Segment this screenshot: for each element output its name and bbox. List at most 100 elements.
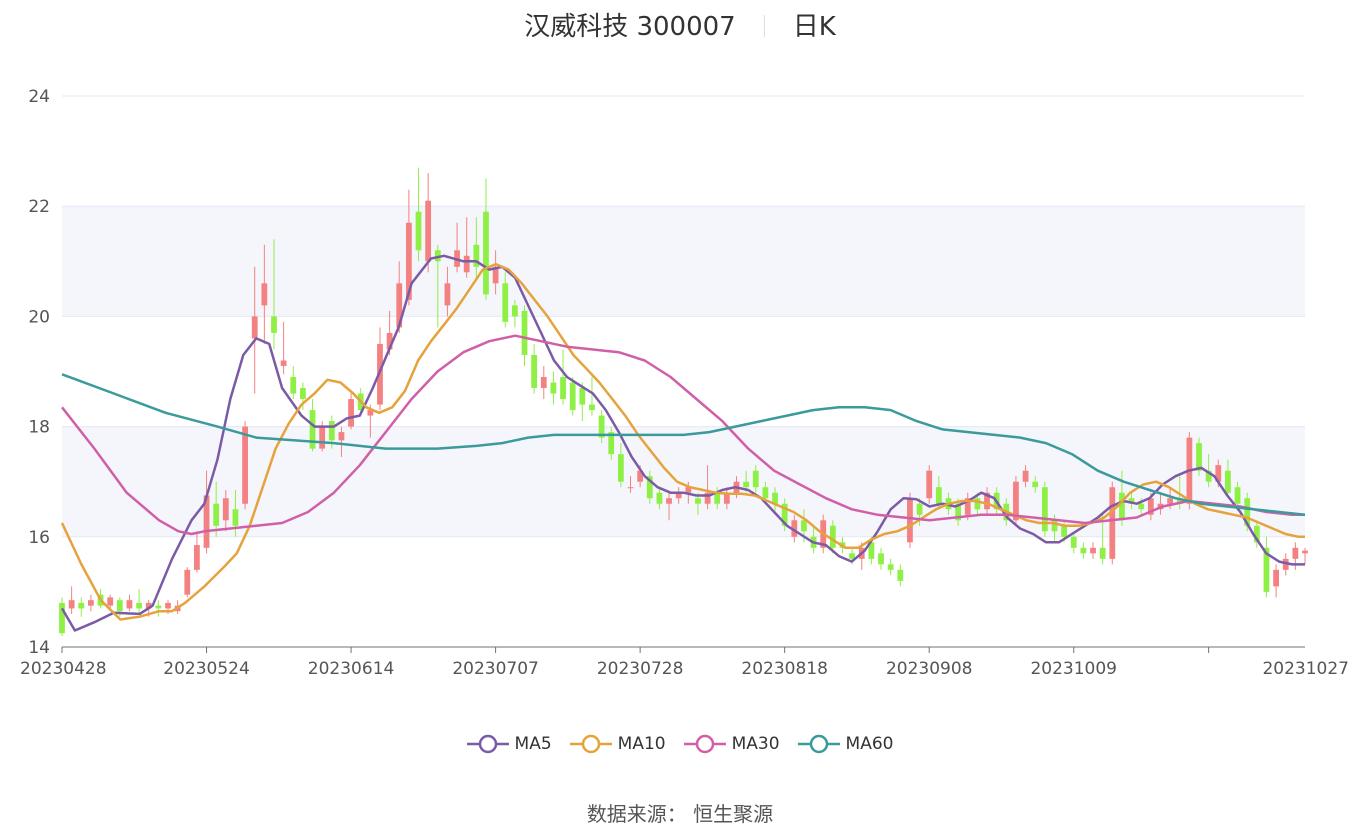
legend-marker-icon (466, 734, 509, 754)
candle (68, 586, 75, 614)
candle-body (685, 487, 692, 493)
candle (560, 349, 566, 405)
legend-label: MA30 (731, 734, 780, 754)
candle-body (184, 569, 191, 595)
candle-body (1090, 547, 1096, 554)
candle (521, 305, 528, 366)
candle-body (579, 388, 586, 405)
candle (242, 421, 248, 510)
candle (897, 564, 904, 587)
candle-body (463, 255, 470, 273)
candle-body (511, 305, 518, 317)
legend-item-ma60[interactable]: MA60 (797, 734, 893, 754)
legend-item-ma30[interactable]: MA30 (683, 734, 780, 754)
candle (502, 272, 509, 328)
candle (887, 558, 894, 576)
candle-body (829, 525, 836, 548)
candle-body (88, 600, 94, 606)
candle-body (598, 415, 605, 438)
candle-body (1041, 487, 1048, 532)
legend-marker-icon (569, 734, 612, 754)
chart-title: 汉威科技 300007 (524, 12, 736, 42)
candle (483, 178, 489, 300)
candle-body (78, 602, 85, 609)
candle-body (107, 597, 114, 606)
candle (608, 426, 615, 460)
candle-body (1147, 498, 1154, 515)
candle (425, 173, 432, 273)
candle-body (897, 569, 904, 581)
candle-body (550, 382, 557, 394)
candle (251, 266, 258, 394)
candle-body (878, 553, 884, 565)
candle (772, 487, 778, 515)
candle (1080, 542, 1087, 559)
candle-body (1263, 547, 1270, 592)
candle-body (752, 470, 759, 488)
candle (1205, 454, 1212, 488)
candle-body (1099, 547, 1106, 559)
candle-body (145, 602, 152, 609)
candle (222, 489, 229, 532)
candle (907, 492, 913, 548)
candle-body (849, 553, 856, 559)
candle-body (627, 487, 634, 489)
candle (184, 567, 191, 598)
legend-item-ma5[interactable]: MA5 (466, 734, 552, 754)
candle-body (155, 605, 162, 609)
candle (280, 321, 287, 375)
candle-body (617, 454, 624, 482)
candle-body (1013, 481, 1019, 521)
grid-lines (62, 95, 1305, 538)
chart-subtitle: 日K (792, 12, 836, 42)
candle (1196, 437, 1202, 477)
candle (1273, 564, 1279, 598)
candle-body (887, 564, 894, 570)
candle-body (1215, 465, 1222, 482)
candle (405, 189, 412, 306)
candle (338, 426, 345, 457)
candle-body (116, 600, 123, 612)
candle (88, 594, 94, 612)
candle-body (560, 377, 566, 400)
candle (511, 299, 518, 328)
candle-body (589, 404, 595, 411)
candle-body (328, 421, 335, 441)
candle-body (781, 503, 788, 526)
candle (666, 492, 672, 521)
candle-body (261, 283, 268, 306)
candle-body (723, 492, 730, 504)
candle (1090, 542, 1096, 559)
candle (627, 476, 634, 493)
candle-body (1205, 470, 1212, 482)
y-tick-label: 20 (28, 307, 50, 327)
y-tick-label: 22 (28, 197, 50, 217)
candle-body (714, 492, 721, 504)
candle-body (955, 503, 962, 521)
candle (492, 250, 499, 295)
candle (781, 498, 788, 532)
candle-body (251, 316, 258, 339)
candle (1032, 476, 1039, 493)
candle-body (916, 503, 923, 515)
candle-body (974, 498, 981, 510)
candle (1109, 481, 1116, 565)
candle-body (1167, 498, 1173, 504)
candle (540, 365, 547, 400)
candle-body (1119, 492, 1125, 521)
candle-body (242, 426, 248, 504)
candle (444, 266, 451, 317)
legend-item-ma10[interactable]: MA10 (569, 734, 666, 754)
x-tick-label: 20231027 (1262, 659, 1349, 679)
candle (704, 465, 711, 510)
x-tick-label: 20230728 (597, 659, 684, 679)
candle-body (473, 244, 480, 267)
series-line-ma5 (60, 254, 1305, 632)
candle-body (762, 487, 769, 499)
candle-body (656, 492, 663, 504)
candle (656, 487, 663, 510)
candle-body (444, 283, 451, 306)
candle-body (415, 211, 422, 251)
legend-label: MA10 (617, 734, 666, 754)
